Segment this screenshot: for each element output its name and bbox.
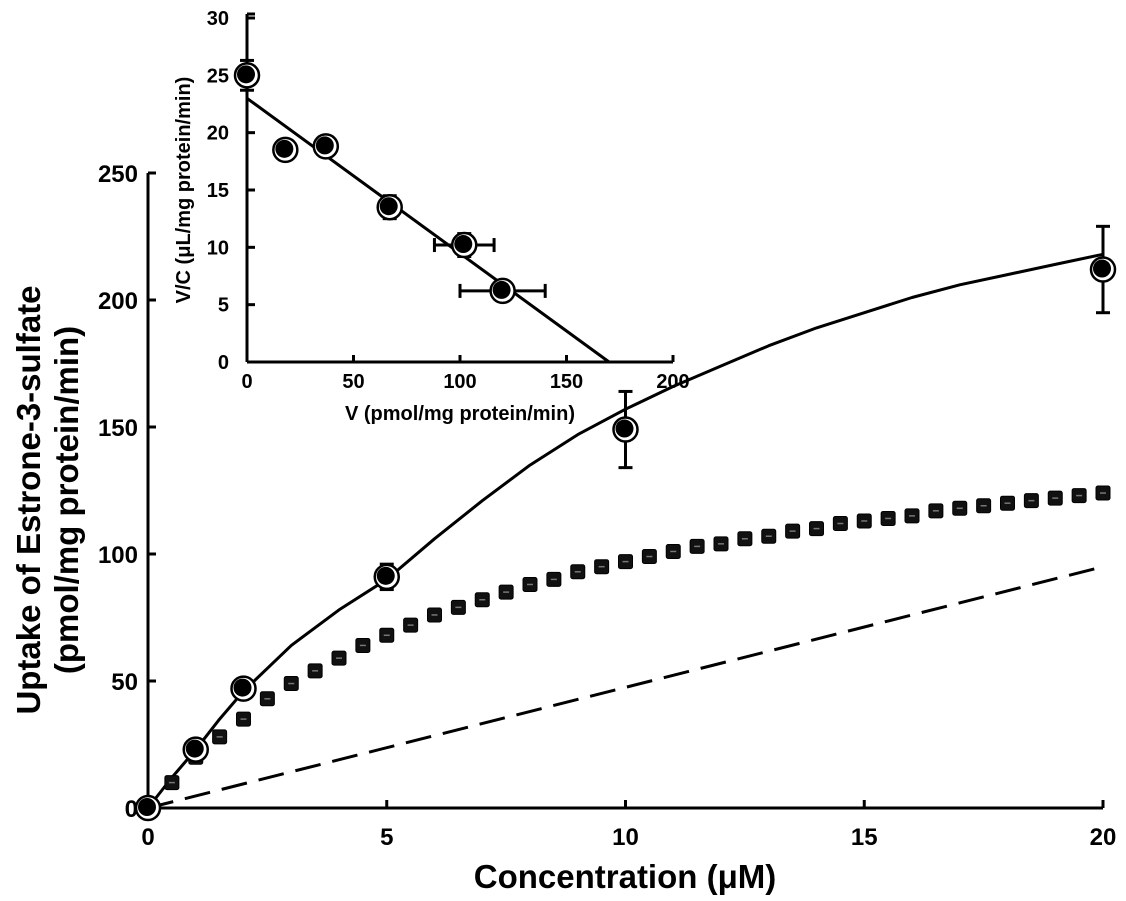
inset-data-point [379,197,398,216]
y-tick-label: 250 [98,161,138,188]
inset-backdrop [185,0,705,430]
inset-y-tick-label: 5 [218,295,229,317]
inset-y-tick-label: 20 [207,123,229,145]
inset-fit-line [246,97,610,364]
dashed-fit-line [147,565,1104,810]
total-fit-line [146,252,1104,809]
data-point [376,566,395,585]
inset-data-point [492,280,511,299]
inset-y-tick-label: 30 [207,8,229,30]
y-axis-label: (pmol/mg protein/min) [48,326,85,674]
inset-x-tick-label: 150 [550,371,583,393]
data-point [138,798,156,816]
inset-y-tick-label: 15 [207,180,229,202]
inset-y-tick-label: 10 [207,237,229,259]
y-tick-label: 200 [98,288,138,315]
x-tick-label: 5 [380,824,393,851]
y-tick-label: 100 [98,542,138,569]
inset-x-tick-label: 200 [656,371,689,393]
inset-x-axis-label: V (pmol/mg protein/min) [345,403,575,425]
inset-y-tick-label: 25 [207,65,229,87]
data-point [233,678,252,697]
y-tick-label: 150 [98,415,138,442]
inset-y-tick-label: 0 [218,352,229,374]
x-tick-label: 15 [851,824,878,851]
x-tick-label: 0 [141,824,154,851]
inset-x-tick-label: 0 [241,371,252,393]
inset-data-point [275,139,294,158]
data-point [185,739,204,758]
y-tick-label: 50 [111,669,138,696]
inset-x-tick-label: 50 [342,371,364,393]
inset-plot: 0 50 100 150 200 0 5 10 15 20 25 30 V (pmol/mg prote… [173,0,705,430]
x-tick-label: 10 [612,824,639,851]
x-tick-label: 20 [1090,824,1117,851]
y-axis-label: Uptake of Estrone-3-sulfate [10,285,47,714]
inset-y-axis-label: V/C (μL/mg protein/min) [173,77,195,304]
y-tick-label: 0 [125,796,138,823]
x-axis-label: Concentration (μM) [474,858,777,895]
inset-data-point [237,65,255,84]
data-point [1093,259,1111,278]
inset-x-tick-label: 100 [443,371,476,393]
data-point [615,419,634,438]
inset-data-point [454,235,473,254]
inset-data-point [315,136,334,155]
